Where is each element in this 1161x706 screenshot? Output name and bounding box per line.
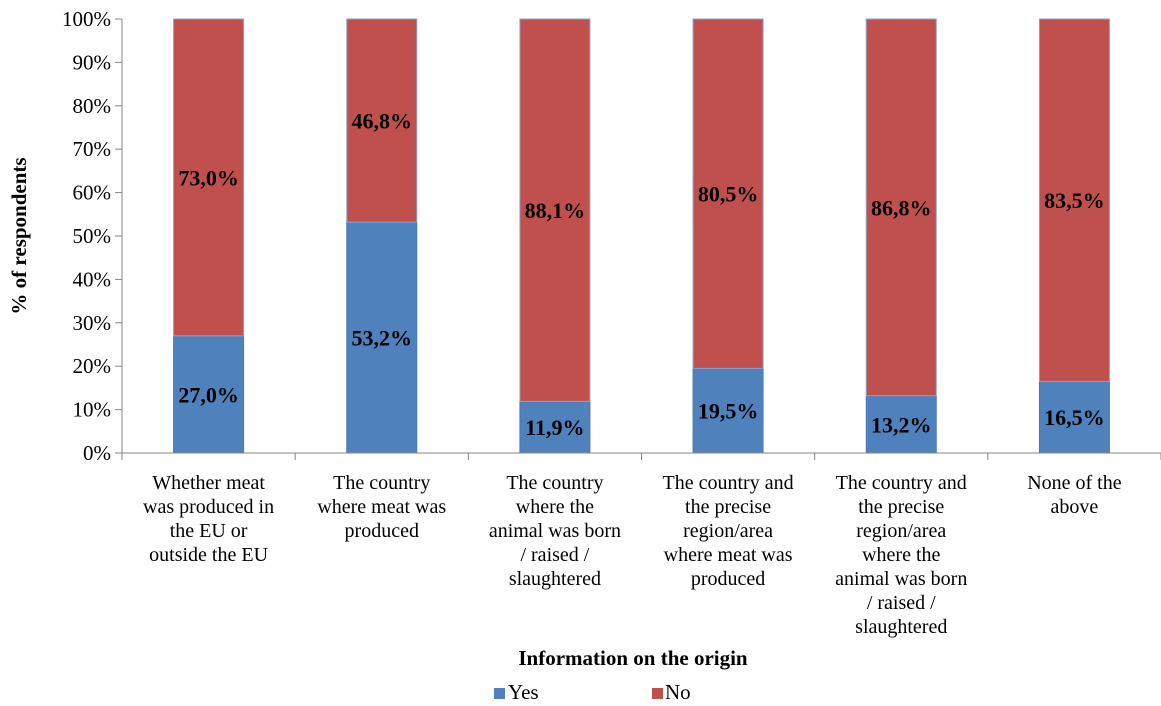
category-labels: Whether meat was produced in the EU or outs…	[143, 472, 1122, 638]
y-tick-label: 50%	[73, 224, 112, 248]
bar-yes	[1038, 380, 1110, 454]
y-tick-label: 10%	[73, 398, 112, 422]
data-label-yes: 11,9%	[525, 415, 584, 440]
legend-swatch-yes	[494, 688, 505, 699]
data-label-no: 73,0%	[178, 165, 239, 190]
y-tick-label: 90%	[73, 50, 112, 74]
bar-yes	[173, 335, 245, 454]
data-label-yes: 53,2%	[352, 326, 413, 351]
category-label: None of the above	[1027, 472, 1122, 518]
category-label: The country where the animal was born / rai…	[489, 472, 621, 590]
y-tick-label: 20%	[73, 354, 112, 378]
data-label-no: 86,8%	[871, 195, 932, 220]
bars	[173, 18, 1110, 454]
y-tick-label: 70%	[73, 137, 112, 161]
category-label: The country where meat was produced	[317, 472, 446, 542]
bar-yes	[519, 400, 591, 454]
data-label-no: 83,5%	[1044, 188, 1105, 213]
bar-no	[173, 18, 245, 337]
bar-no	[865, 18, 937, 397]
legend: Yes No	[494, 680, 691, 704]
legend-label-yes: Yes	[508, 680, 539, 704]
data-label-yes: 13,2%	[871, 412, 932, 437]
data-label-yes: 16,5%	[1044, 405, 1105, 430]
data-label-no: 88,1%	[525, 198, 586, 223]
bar-no	[346, 18, 418, 223]
bar-no	[692, 18, 764, 369]
bar-yes	[865, 395, 937, 454]
y-axis-ticks: 0% 10% 20% 30% 40% 50% 60% 70% 80% 90% 100%	[62, 7, 122, 465]
y-tick-label: 100%	[62, 7, 111, 31]
data-label-yes: 27,0%	[178, 382, 239, 407]
y-tick-label: 0%	[83, 441, 111, 465]
y-tick-label: 80%	[73, 94, 112, 118]
category-label: The country and the precise region/area whe…	[835, 472, 967, 638]
data-label-no: 80,5%	[698, 182, 759, 207]
y-axis-title: % of respondents	[7, 157, 31, 314]
x-axis-title: Information on the origin	[518, 646, 748, 670]
data-label-no: 46,8%	[352, 109, 413, 134]
y-tick-label: 40%	[73, 267, 112, 291]
data-label-yes: 19,5%	[698, 399, 759, 424]
category-label: Whether meat was produced in the EU or outs…	[143, 472, 274, 566]
axes	[121, 19, 1161, 460]
legend-swatch-no	[652, 688, 663, 699]
category-label: The country and the precise region/area whe…	[663, 472, 794, 590]
y-tick-label: 30%	[73, 311, 112, 335]
legend-label-no: No	[665, 680, 691, 704]
y-tick-label: 60%	[73, 181, 112, 205]
bar-no	[1038, 18, 1110, 382]
data-labels: 27,0% 73,0% 53,2% 46,8% 11,9% 88,1% 19,5% 80,5%…	[178, 109, 1104, 441]
bar-no	[519, 18, 591, 402]
bar-yes	[346, 221, 418, 454]
